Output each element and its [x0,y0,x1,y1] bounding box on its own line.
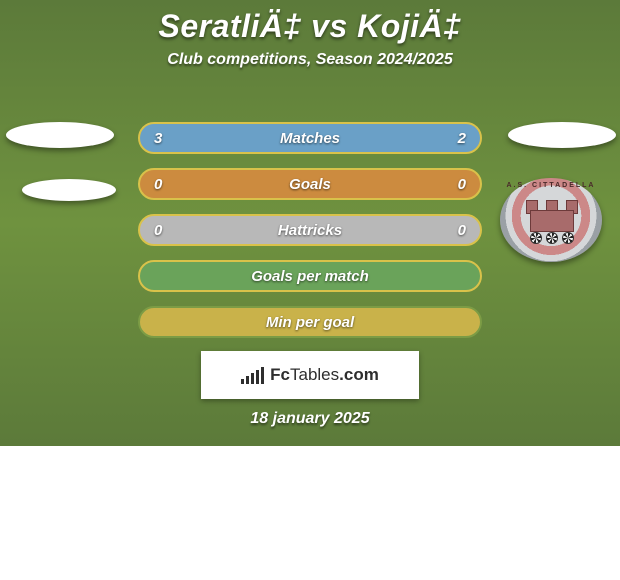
crest-label: A.S. CITTADELLA [500,182,602,189]
player-left-placeholder-2 [22,179,116,201]
brand-bold: Fc [270,365,290,384]
castle-icon [526,200,576,230]
player-right-placeholder [508,122,616,148]
row-label: Hattricks [140,222,480,239]
date-label: 18 january 2025 [0,410,620,428]
row-label: Goals per match [140,268,480,285]
row-goals: 0 Goals 0 [138,168,482,200]
bars-icon [241,367,264,384]
subtitle: Club competitions, Season 2024/2025 [0,51,620,69]
row-goals-per-match: Goals per match [138,260,482,292]
footballs-icon [530,232,574,244]
stats-rows: 3 Matches 2 0 Goals 0 0 Hattricks 0 Goal… [138,122,482,352]
page-title: SeratliÄ‡ vs KojiÄ‡ [0,0,620,45]
brand-suffix: .com [339,365,379,384]
fctables-badge[interactable]: FcTables.com [201,351,419,399]
row-hattricks: 0 Hattricks 0 [138,214,482,246]
player-left-placeholder-1 [6,122,114,148]
row-label: Min per goal [140,314,480,331]
row-matches: 3 Matches 2 [138,122,482,154]
row-label: Goals [140,176,480,193]
brand-light: Tables [290,365,339,384]
fctables-logo: FcTables.com [241,365,379,385]
comparison-card: SeratliÄ‡ vs KojiÄ‡ Club competitions, S… [0,0,620,446]
club-crest-cittadella: A.S. CITTADELLA [500,178,602,262]
row-label: Matches [140,130,480,147]
row-min-per-goal: Min per goal [138,306,482,338]
